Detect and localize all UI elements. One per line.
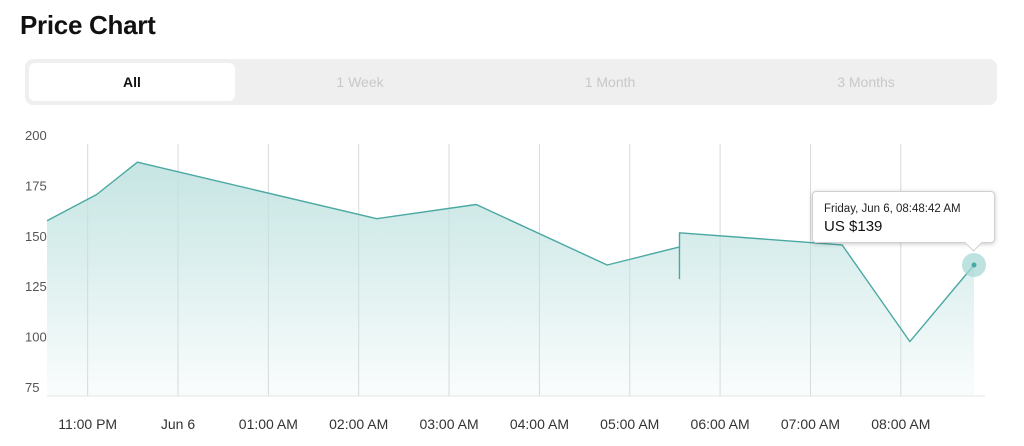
y-tick-label: 75 — [25, 380, 39, 395]
tab-1-month[interactable]: 1 Month — [584, 74, 636, 90]
x-tick-label: 03:00 AM — [419, 416, 478, 432]
x-tick-label: 08:00 AM — [871, 416, 930, 432]
chart-tooltip: Friday, Jun 6, 08:48:42 AM US $139 — [812, 191, 995, 243]
y-tick-label: 150 — [25, 229, 47, 244]
tab-3-months[interactable]: 3 Months — [837, 74, 895, 90]
x-tick-label: 02:00 AM — [329, 416, 388, 432]
highlight-point — [971, 262, 977, 268]
tooltip-price: US $139 — [824, 218, 883, 235]
tab-1-week[interactable]: 1 Week — [336, 74, 384, 90]
price-area — [47, 162, 974, 396]
x-tick-label: 06:00 AM — [691, 416, 750, 432]
x-tick-label: 05:00 AM — [600, 416, 659, 432]
x-tick-label: 11:00 PM — [58, 416, 117, 432]
x-tick-label: 07:00 AM — [781, 416, 840, 432]
y-tick-label: 125 — [25, 279, 47, 294]
x-tick-label: Jun 6 — [161, 416, 195, 432]
y-tick-label: 100 — [25, 330, 47, 345]
page-title: Price Chart — [20, 10, 156, 40]
time-range-tabs: All 1 Week 1 Month 3 Months — [25, 59, 997, 105]
price-line — [46, 161, 975, 343]
tooltip-date: Friday, Jun 6, 08:48:42 AM — [824, 203, 961, 215]
tab-all[interactable]: All — [29, 63, 235, 101]
y-tick-label: 200 — [25, 128, 47, 143]
y-tick-label: 175 — [25, 178, 47, 193]
x-tick-label: 01:00 AM — [239, 416, 298, 432]
x-tick-label: 04:00 AM — [510, 416, 569, 432]
